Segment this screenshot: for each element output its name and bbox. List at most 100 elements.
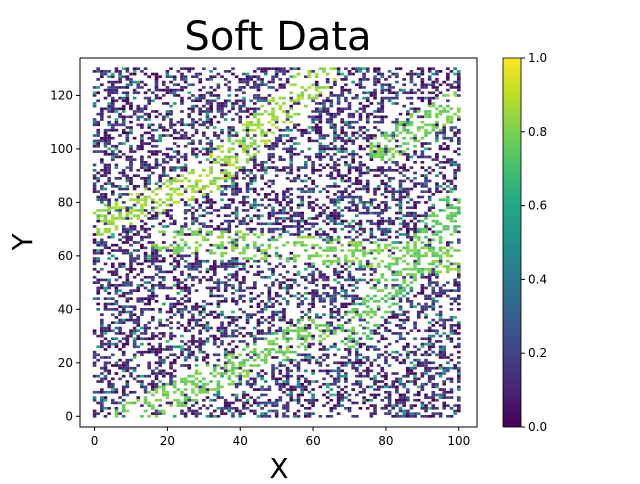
heatmap-cell [442, 321, 447, 325]
heatmap-cell [285, 211, 290, 215]
heatmap-cell [242, 412, 246, 415]
heatmap-cell [435, 230, 439, 234]
heatmap-cell [223, 401, 228, 405]
heatmap-cell [165, 112, 170, 116]
heatmap-cell [271, 332, 275, 335]
heatmap-cell [427, 273, 432, 276]
heatmap-cell [409, 123, 414, 127]
heatmap-cell [340, 147, 345, 151]
heatmap-cell [245, 313, 250, 317]
heatmap-cell [161, 390, 166, 394]
heatmap-cell [129, 230, 133, 234]
heatmap-cell [398, 396, 403, 399]
heatmap-cell [365, 406, 370, 410]
heatmap-cell [391, 316, 396, 319]
heatmap-cell [446, 136, 450, 140]
heatmap-cell [143, 251, 148, 255]
heatmap-cell [205, 158, 210, 161]
heatmap-cell [278, 385, 283, 389]
heatmap-cell [285, 291, 290, 295]
heatmap-cell [169, 126, 173, 129]
heatmap-cell [216, 313, 221, 317]
heatmap-cell [456, 396, 461, 399]
heatmap-cell [151, 136, 155, 140]
heatmap-cell [125, 136, 130, 140]
heatmap-cell [325, 364, 330, 367]
heatmap-cell [271, 152, 275, 156]
heatmap-cell [402, 166, 406, 169]
heatmap-cell [387, 396, 392, 399]
heatmap-cell [413, 222, 417, 226]
heatmap-cell [446, 198, 450, 202]
heatmap-cell [103, 166, 108, 169]
heatmap-cell [158, 337, 162, 341]
heatmap-cell [344, 342, 348, 346]
heatmap-cell [253, 412, 257, 415]
heatmap-cell [202, 275, 206, 279]
heatmap-cell [194, 377, 199, 381]
heatmap-cell [351, 225, 355, 228]
heatmap-cell [180, 118, 184, 121]
heatmap-cell [143, 182, 148, 186]
heatmap-cell [442, 142, 447, 145]
heatmap-cell [453, 345, 457, 349]
heatmap-cell [304, 380, 308, 383]
heatmap-cell [147, 142, 152, 145]
heatmap-cell [314, 230, 319, 234]
heatmap-cell [100, 251, 104, 255]
heatmap-cell [431, 366, 436, 370]
heatmap-cell [202, 110, 206, 113]
heatmap-cell [161, 412, 166, 415]
heatmap-cell [333, 214, 337, 218]
heatmap-cell [242, 198, 246, 202]
heatmap-cell [300, 241, 304, 244]
heatmap-cell [154, 388, 159, 391]
heatmap-cell [395, 283, 399, 287]
heatmap-cell [147, 308, 152, 311]
heatmap-cell [314, 123, 319, 127]
heatmap-cell [384, 160, 388, 164]
heatmap-cell [234, 155, 239, 159]
heatmap-cell [132, 308, 137, 311]
heatmap-cell [456, 201, 461, 204]
heatmap-cell [358, 345, 363, 349]
heatmap-cell [140, 142, 144, 145]
heatmap-cell [223, 227, 228, 231]
heatmap-cell [380, 115, 385, 119]
heatmap-cell [245, 174, 250, 177]
heatmap-cell [154, 139, 159, 143]
heatmap-cell [100, 267, 104, 271]
heatmap-cell [209, 201, 213, 204]
heatmap-cell [431, 158, 436, 161]
heatmap-cell [311, 273, 315, 276]
heatmap-cell [267, 286, 272, 290]
heatmap-cell [325, 372, 330, 375]
heatmap-cell [238, 374, 243, 378]
heatmap-cell [245, 201, 250, 204]
heatmap-cell [358, 385, 363, 389]
heatmap-cell [245, 246, 250, 250]
heatmap-cell [143, 302, 148, 306]
heatmap-cell [373, 332, 377, 335]
heatmap-cell [169, 262, 173, 266]
heatmap-cell [143, 118, 148, 121]
heatmap-cell [202, 152, 206, 156]
heatmap-cell [398, 409, 403, 413]
heatmap-cell [227, 409, 232, 413]
heatmap-cell [293, 412, 297, 415]
heatmap-cell [205, 112, 210, 116]
heatmap-cell [398, 233, 403, 236]
heatmap-cell [376, 238, 381, 242]
heatmap-cell [187, 374, 192, 378]
heatmap-cell [274, 115, 279, 119]
heatmap-cell [260, 393, 264, 397]
heatmap-cell [314, 254, 319, 258]
heatmap-cell [289, 369, 294, 373]
heatmap-cell [398, 270, 403, 274]
heatmap-cell [143, 235, 148, 239]
heatmap-cell [147, 350, 152, 354]
heatmap-cell [304, 353, 308, 357]
heatmap-cell [220, 227, 224, 231]
heatmap-cell [216, 246, 221, 250]
heatmap-cell [289, 321, 294, 325]
